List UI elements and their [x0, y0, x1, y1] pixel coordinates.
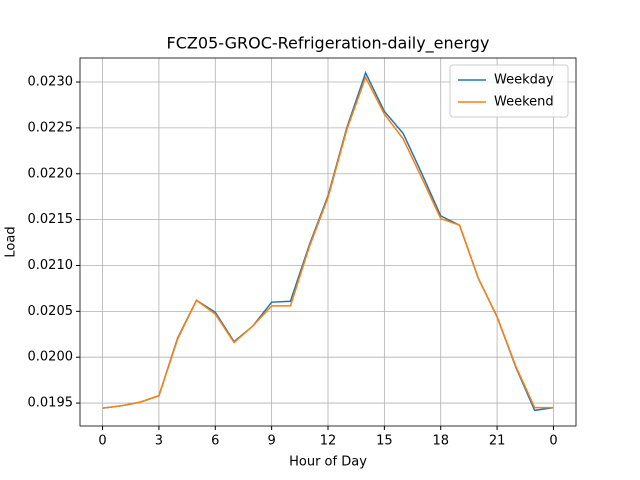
line-series [102, 75, 554, 409]
y-tick-label: 0.0210 [28, 258, 74, 273]
plot-frame [79, 57, 577, 427]
y-tick-label: 0.0225 [28, 120, 74, 135]
y-tick-label: 0.0200 [28, 350, 74, 365]
x-tick-label: 6 [211, 434, 219, 449]
y-tick-label: 0.0230 [28, 75, 74, 90]
x-tick-label: 18 [432, 434, 449, 449]
chart-title: FCZ05-GROC-Refrigeration-daily_energy [167, 34, 490, 54]
legend-label: Weekend [494, 95, 554, 110]
x-tick-label: 0 [98, 434, 106, 449]
x-tick-label: 0 [549, 434, 557, 449]
y-tick-label: 0.0215 [28, 212, 74, 227]
x-tick-label: 15 [376, 434, 393, 449]
x-tick-label: 21 [489, 434, 506, 449]
x-tick-label: 12 [320, 434, 337, 449]
legend-label: Weekday [494, 73, 554, 88]
y-tick-label: 0.0195 [28, 396, 74, 411]
y-axis-label: Load [4, 226, 19, 257]
y-tick-label: 0.0205 [28, 304, 74, 319]
legend-box [449, 64, 569, 118]
x-tick-label: 3 [155, 434, 163, 449]
x-tick-label: 9 [267, 434, 275, 449]
x-axis-label: Hour of Day [289, 455, 367, 470]
y-tick-label: 0.0220 [28, 166, 74, 181]
